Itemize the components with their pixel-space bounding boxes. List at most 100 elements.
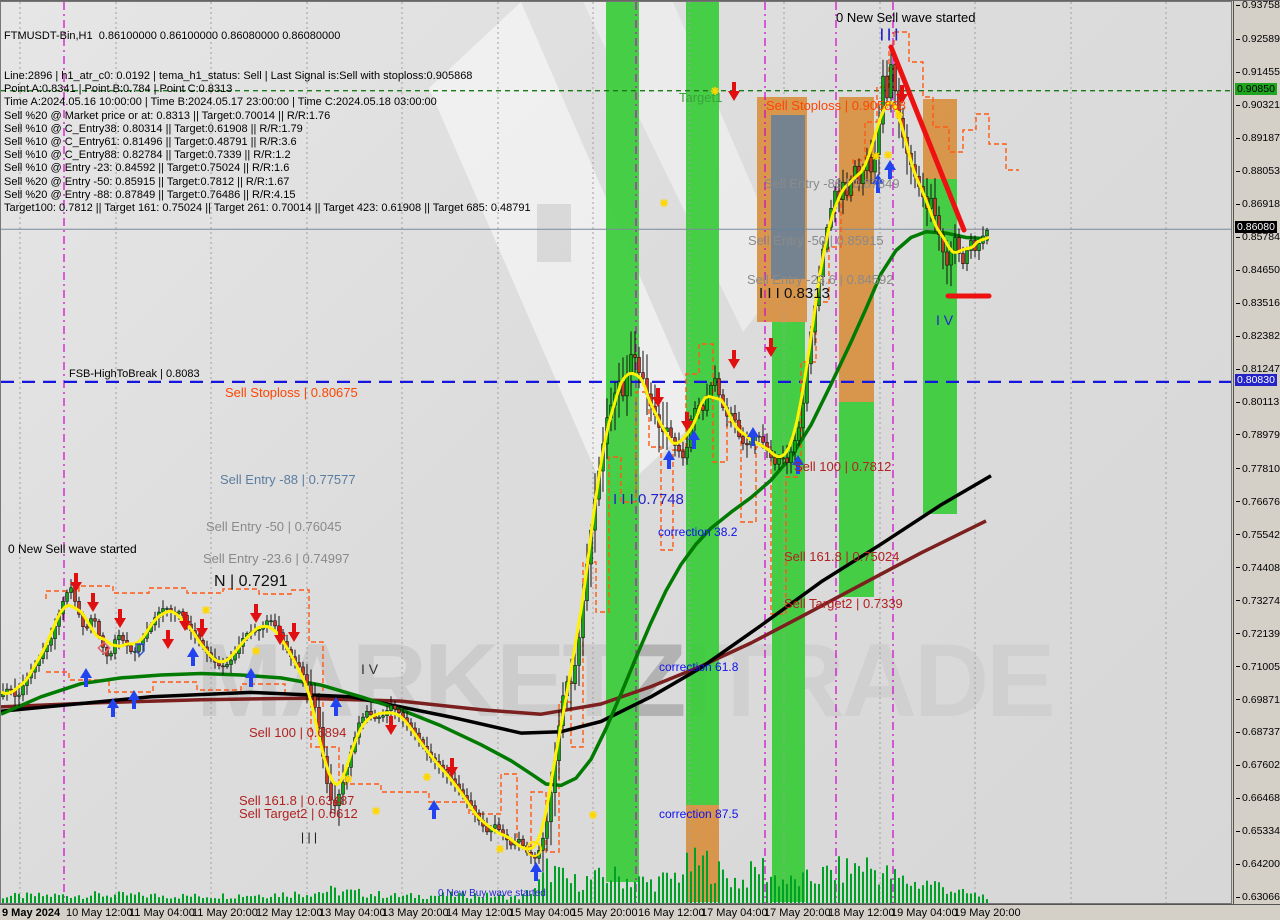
volume-bar bbox=[402, 895, 404, 903]
chart-label[interactable]: correction 87.5 bbox=[659, 807, 739, 821]
volume-bar bbox=[982, 894, 984, 903]
volume-bar bbox=[14, 892, 16, 903]
volume-bar bbox=[770, 876, 772, 903]
volume-bar bbox=[66, 895, 68, 903]
volume-bar bbox=[142, 895, 144, 903]
red-trend-line[interactable] bbox=[888, 44, 967, 233]
candle-body bbox=[669, 427, 673, 438]
chart-label[interactable]: Sell Entry -23.6 | 0.74997 bbox=[203, 551, 350, 566]
chart-label[interactable]: Target1 bbox=[679, 90, 723, 105]
volume-bar bbox=[542, 872, 544, 903]
volume-bar bbox=[650, 879, 652, 903]
chart-plot-area[interactable]: MARKETZITRADE FTMUSDT-Bin,H1 0.86100000 … bbox=[0, 1, 1232, 904]
volume-bar bbox=[838, 856, 840, 903]
chart-label[interactable]: 0 New Buy wave started bbox=[438, 888, 546, 899]
chart-label[interactable]: Sell 100 | 0.7812 bbox=[794, 459, 892, 474]
chart-label[interactable]: I I I 0.7748 bbox=[613, 491, 684, 508]
sell-arrow-icon bbox=[652, 397, 664, 407]
volume-bar bbox=[454, 896, 456, 903]
candle-body bbox=[49, 638, 53, 646]
chart-label[interactable]: 0 New Sell wave started bbox=[836, 10, 976, 25]
volume-bar bbox=[490, 897, 492, 903]
info-line: Time A:2024.05.16 10:00:00 | Time B:2024… bbox=[4, 96, 437, 109]
chart-label[interactable]: correction 38.2 bbox=[658, 525, 738, 539]
price-level-badge: 0.90850 bbox=[1235, 82, 1277, 95]
chart-label[interactable]: Sell Entry -88 | 0.77577 bbox=[220, 472, 356, 487]
chart-label[interactable]: Sell 100 | 0.6894 bbox=[249, 725, 347, 740]
tick-dash bbox=[1236, 170, 1240, 172]
chart-label[interactable]: I V bbox=[936, 312, 954, 328]
candle-body bbox=[761, 436, 765, 443]
chart-label[interactable]: N | 0.7291 bbox=[214, 573, 288, 590]
volume-bar bbox=[74, 896, 76, 903]
volume-bar bbox=[794, 879, 796, 903]
volume-bar bbox=[482, 897, 484, 903]
volume-bar bbox=[46, 894, 48, 903]
volume-bar bbox=[758, 874, 760, 903]
volume-bar bbox=[122, 892, 124, 903]
candle-body bbox=[629, 354, 633, 375]
chart-label[interactable]: Sell Target2 | 0.6612 bbox=[239, 806, 358, 821]
tick-dash bbox=[1236, 666, 1240, 668]
chart-label[interactable]: | | | bbox=[880, 26, 899, 41]
volume-bar bbox=[278, 897, 280, 903]
chart-canvas[interactable]: MARKETZITRADE bbox=[1, 2, 1232, 904]
candle-body bbox=[257, 628, 261, 631]
entry-zone-rect[interactable] bbox=[771, 115, 805, 279]
chart-label[interactable]: correction 61.8 bbox=[659, 660, 739, 674]
volume-bar bbox=[314, 893, 316, 903]
star-marker-icon bbox=[423, 773, 431, 781]
chart-label[interactable]: Sell Stoploss | 0.80675 bbox=[225, 385, 358, 400]
volume-bar bbox=[26, 892, 28, 903]
volume-bar bbox=[370, 894, 372, 903]
volume-bar bbox=[670, 878, 672, 903]
volume-bar bbox=[558, 867, 560, 903]
price-axis[interactable]: 0.93758 0.92589 0.91455 0.90321 0.89187 0.880… bbox=[1233, 0, 1280, 904]
candle-body bbox=[93, 618, 97, 622]
price-tick-text: 0.67602 bbox=[1242, 759, 1280, 772]
volume-bar bbox=[818, 883, 820, 903]
volume-bar bbox=[602, 877, 604, 903]
info-line: Sell %20 @ Entry -88: 0.87849 || Target:… bbox=[4, 188, 296, 201]
volume-bar bbox=[438, 895, 440, 903]
volume-bar bbox=[598, 867, 600, 903]
tick-dash bbox=[1236, 567, 1240, 569]
chart-info-block: FTMUSDT-Bin,H1 0.86100000 0.86100000 0.8… bbox=[4, 4, 531, 242]
chart-label[interactable]: I I I 0.8313 bbox=[759, 285, 830, 302]
volume-bar bbox=[394, 893, 396, 903]
chart-label[interactable]: Sell Target2 | 0.7339 bbox=[784, 596, 903, 611]
time-tick-label: 13 May 04:00 bbox=[319, 907, 386, 919]
volume-bar bbox=[50, 896, 52, 903]
volume-bar bbox=[902, 875, 904, 903]
candle-body bbox=[733, 413, 737, 421]
price-tick-text: 0.72139 bbox=[1242, 627, 1280, 640]
candle-body bbox=[65, 592, 69, 602]
chart-label[interactable]: Sell Entry -88 | 0.87849 bbox=[764, 176, 900, 191]
volume-bar bbox=[834, 880, 836, 903]
volume-bar bbox=[954, 892, 956, 903]
tick-dash bbox=[1236, 335, 1240, 337]
chart-label[interactable]: Sell Entry -23.6 | 0.84592 bbox=[747, 272, 894, 287]
candle-body bbox=[273, 620, 277, 627]
chart-label[interactable]: FSB-HighToBreak | 0.8083 bbox=[69, 368, 200, 380]
chart-label[interactable]: Sell Entry -50 | 0.76045 bbox=[206, 519, 342, 534]
volume-bar bbox=[374, 896, 376, 903]
volume-bar bbox=[934, 881, 936, 903]
chart-label[interactable]: | | | bbox=[301, 830, 318, 844]
volume-bar bbox=[310, 896, 312, 903]
tick-dash bbox=[1236, 501, 1240, 503]
chart-label[interactable]: Sell 161.8 | 0.75024 bbox=[784, 549, 900, 564]
candle-body bbox=[225, 664, 229, 667]
volume-bar bbox=[54, 893, 56, 903]
chart-label[interactable]: Sell Entry -50 | 0.85915 bbox=[748, 233, 884, 248]
chart-label[interactable]: 0 New Sell wave started bbox=[8, 542, 137, 556]
volume-bar bbox=[138, 892, 140, 903]
volume-bar bbox=[942, 887, 944, 903]
chart-label[interactable]: Sell Stoploss | 0.905868 bbox=[766, 98, 906, 113]
time-axis[interactable]: 9 May 2024 10 May 12:00 11 May 04:00 11 May… bbox=[0, 904, 1280, 920]
volume-bar bbox=[382, 898, 384, 903]
chart-label[interactable]: Sell 161.8 | 0.63487 bbox=[239, 793, 355, 808]
sell-arrow-icon bbox=[446, 767, 458, 777]
chart-label[interactable]: I V bbox=[361, 661, 379, 677]
signal-info-lines: Line:2896 | h1_atr_c0: 0.0192 | tema_h1_… bbox=[4, 70, 531, 215]
